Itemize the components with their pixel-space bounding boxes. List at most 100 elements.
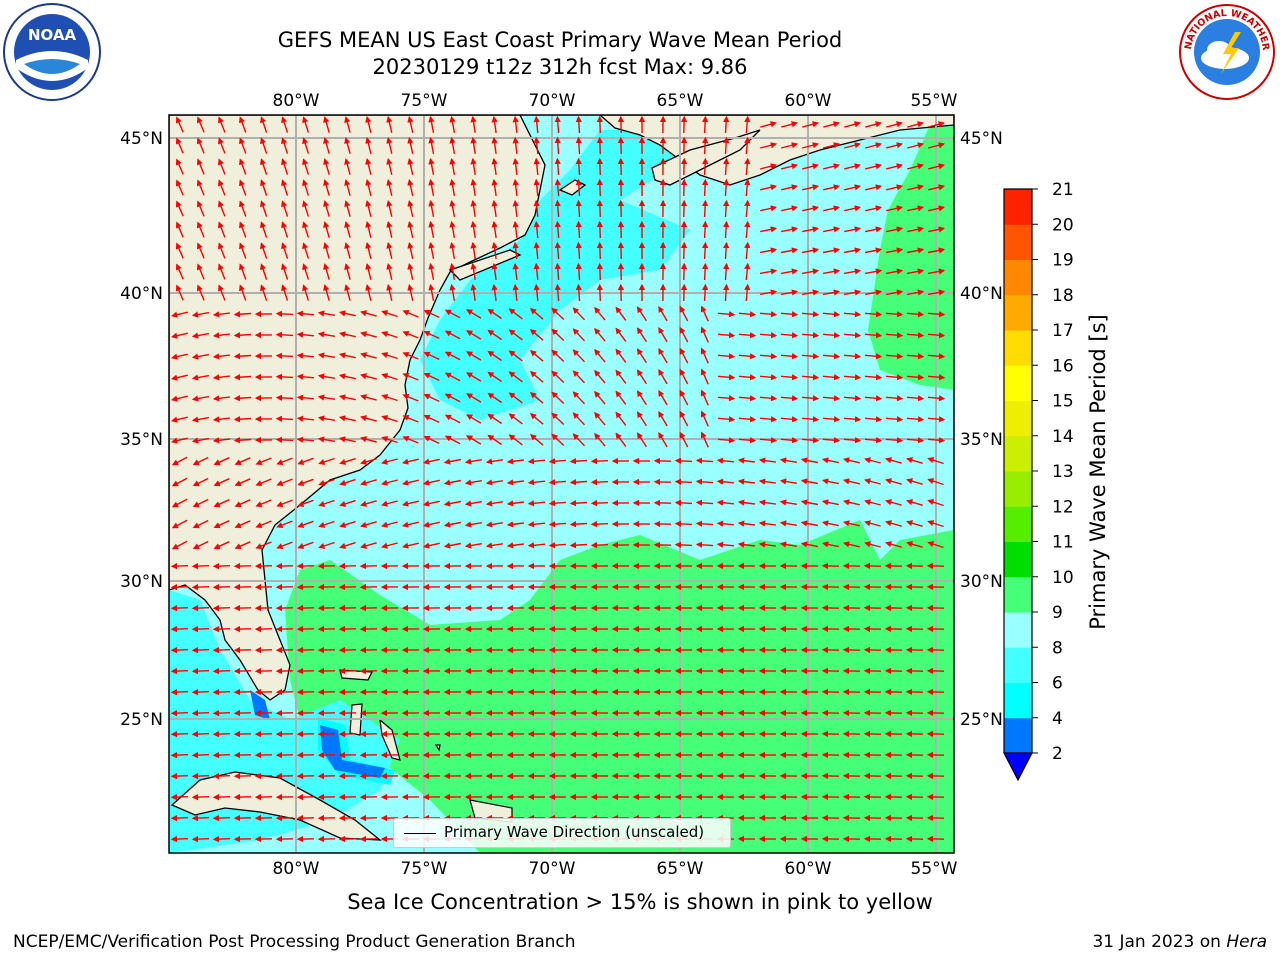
wave-arrow	[780, 395, 799, 402]
wave-arrow	[170, 311, 188, 318]
wave-arrow	[744, 262, 751, 281]
wave-arrow	[171, 456, 188, 466]
wave-arrow	[906, 374, 925, 381]
wave-arrow	[302, 116, 310, 133]
wave-arrow	[296, 436, 315, 443]
wave-arrow	[428, 157, 435, 176]
wave-arrow	[759, 395, 778, 402]
wave-arrow	[759, 353, 778, 360]
wave-arrow	[569, 521, 588, 528]
wave-arrow	[801, 268, 820, 275]
wave-arrow	[594, 390, 606, 405]
wave-arrow	[449, 115, 456, 134]
wave-arrow	[864, 395, 883, 402]
lon-label-top: 65°W	[657, 91, 704, 111]
wave-arrow	[927, 499, 944, 507]
colorbar-segment	[1004, 294, 1032, 331]
wave-arrow	[443, 458, 462, 465]
wave-arrow	[276, 541, 293, 550]
wave-arrow	[885, 437, 904, 444]
wave-arrow	[464, 521, 483, 528]
wave-arrow	[506, 542, 524, 549]
wave-arrow	[381, 542, 398, 549]
wave-arrow	[338, 415, 356, 422]
colorbar-tick-label: 16	[1052, 356, 1074, 376]
wave-arrow	[738, 437, 757, 444]
wave-arrow	[759, 374, 778, 381]
wave-arrow	[533, 178, 540, 197]
wave-arrow	[508, 329, 523, 341]
wave-arrow	[527, 521, 546, 528]
lat-label-right: 25°N	[960, 710, 1003, 730]
wave-arrow	[843, 332, 862, 339]
wave-arrow	[717, 311, 736, 318]
wave-arrow	[213, 478, 230, 487]
wave-arrow	[548, 479, 567, 486]
wave-arrow	[444, 435, 461, 445]
wave-arrow	[716, 541, 735, 548]
wave-arrow	[218, 116, 226, 133]
wave-arrow	[758, 478, 776, 485]
wave-arrow	[449, 157, 456, 176]
wave-arrow	[844, 226, 862, 233]
wave-arrow	[864, 478, 881, 485]
wave-arrow	[700, 326, 709, 343]
wave-arrow	[843, 311, 862, 318]
wave-arrow	[171, 540, 188, 550]
wave-arrow	[212, 667, 231, 675]
wave-arrow	[407, 220, 414, 238]
wave-arrow	[780, 268, 799, 275]
wave-arrow	[802, 163, 820, 170]
wave-arrow	[821, 457, 839, 464]
wave-arrow	[281, 200, 289, 217]
wave-arrow	[760, 163, 778, 170]
wave-arrow	[212, 311, 230, 318]
wave-arrow	[260, 116, 268, 133]
wave-arrow	[886, 184, 904, 191]
wave-arrow	[281, 263, 289, 280]
lon-label-top: 80°W	[273, 91, 320, 111]
wave-arrow	[885, 520, 902, 527]
wave-arrow	[885, 457, 902, 464]
wave-arrow	[615, 369, 627, 384]
colorbar-segment	[1004, 647, 1032, 683]
wave-arrow	[339, 478, 356, 486]
wave-arrow	[928, 184, 946, 191]
wave-arrow	[695, 478, 714, 485]
wave-arrow	[723, 283, 730, 302]
wave-arrow	[844, 184, 862, 191]
wave-arrow	[744, 283, 751, 302]
wave-arrow	[760, 184, 778, 191]
wave-arrow	[296, 394, 315, 401]
wave-arrow	[700, 389, 709, 406]
wave-arrow	[700, 368, 709, 385]
wave-arrow	[170, 416, 188, 423]
wave-arrow	[702, 241, 709, 260]
colorbar-segment	[1004, 400, 1032, 437]
wave-arrow	[487, 329, 502, 341]
wave-arrow	[407, 178, 414, 196]
wave-arrow	[723, 136, 730, 155]
wave-arrow	[679, 389, 689, 406]
wave-arrow	[386, 283, 393, 301]
lon-label-bottom: 70°W	[529, 859, 576, 879]
wave-arrow	[506, 458, 524, 465]
wave-arrow	[781, 163, 799, 170]
period-fill	[169, 115, 954, 853]
wave-arrow	[508, 392, 523, 404]
wave-arrow	[196, 137, 205, 154]
wave-arrow	[170, 667, 189, 675]
wave-arrow	[906, 247, 925, 254]
wave-arrow	[822, 268, 841, 275]
wave-arrow	[170, 709, 189, 717]
wave-arrow	[302, 137, 310, 154]
wave-arrow	[569, 542, 588, 549]
wave-arrow	[407, 136, 414, 154]
footer-date: 31 Jan 2023 on Hera	[1092, 932, 1267, 952]
wave-arrow	[737, 457, 755, 464]
wave-arrow	[407, 199, 414, 217]
wave-arrow	[596, 136, 604, 155]
wave-arrow	[927, 520, 944, 528]
wave-arrow	[695, 499, 714, 506]
wave-arrow	[702, 157, 709, 176]
